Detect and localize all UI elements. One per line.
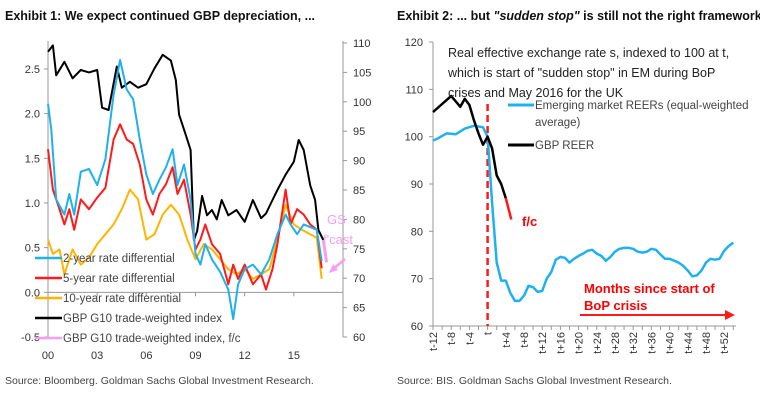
legend-label: 2-year rate differential <box>63 253 175 265</box>
left-tick-label: 0.0 <box>25 287 40 299</box>
x-tick-label: t-4 <box>464 332 476 345</box>
legend-label: GBP G10 trade-weighted index, f/c <box>63 333 241 345</box>
exhibit2-chart: 60 70 80 90 100 110 120 t-12 t-8 t-4 t t+4 t+8 t+12 t+… <box>405 37 736 354</box>
series-line-2-year-rate-differential <box>47 59 323 321</box>
x-tick-label: t+48 <box>701 332 713 354</box>
months-arrow-icon <box>580 310 735 320</box>
x-tick-label: t+32 <box>628 332 640 354</box>
right-tick-label: 95 <box>353 126 365 138</box>
left-tick-label: 1.5 <box>25 153 40 165</box>
series-line-gbp-g10-trade-weighted-index-f-c <box>321 239 329 263</box>
legend-em-line2: average) <box>535 117 581 129</box>
x-tick-label: 06 <box>140 350 152 362</box>
y-tick-label: 120 <box>405 37 423 49</box>
x-tick-label: t+4 <box>501 332 513 348</box>
x-tick-label: t+40 <box>665 332 677 354</box>
left-tick-label: -0.5 <box>21 332 40 344</box>
x-tick-label: t+8 <box>519 332 531 348</box>
exhibit1-title: Exhibit 1: We expect continued GBP depre… <box>5 9 315 23</box>
left-tick-label: 1.0 <box>25 198 40 210</box>
x-tick-label: t+28 <box>610 332 622 354</box>
exhibit2-source: Source: BIS. Goldman Sachs Global Invest… <box>397 375 672 387</box>
x-tick-label: t+36 <box>646 332 658 354</box>
gs-forecast-arrow-icon <box>329 258 346 273</box>
series-line-gbp-reer-f-c <box>504 197 513 220</box>
title-part-2: "sudden stop" <box>494 9 581 23</box>
right-tick-label: 65 <box>353 303 365 315</box>
right-tick-label: 70 <box>353 273 365 285</box>
title-part-3: is still not the right framework. <box>580 9 760 23</box>
exhibit1-chart: -0.5 0.0 0.5 1.0 1.5 2.0 2.5 60 65 70 75 80 85 90 95 10… <box>21 38 371 362</box>
legend-em-line1: Emerging market REERs (equal-weighted <box>535 100 748 112</box>
x-tick-label: 03 <box>91 350 103 362</box>
title-part-1: Exhibit 2: ... but <box>397 9 494 23</box>
fc-label: f/c <box>522 214 537 229</box>
legend-gbp-reer: GBP REER <box>535 140 594 152</box>
annotation-line-1: Real effective exchange rate s, indexed … <box>448 46 729 60</box>
annotation-line-3: crises and May 2016 for the UK <box>448 86 624 100</box>
right-tick-label: 75 <box>353 244 365 256</box>
months-label-line2: BoP crisis <box>584 298 647 313</box>
y-tick-label: 70 <box>411 274 423 286</box>
series-line-emerging-market-reers-equal-weighted-average- <box>432 124 735 303</box>
series-line-5-year-rate-differential <box>47 123 323 291</box>
right-tick-label: 100 <box>353 97 371 109</box>
x-tick-label: 09 <box>189 350 201 362</box>
left-tick-label: 0.5 <box>25 243 40 255</box>
x-tick-label: t-12 <box>428 332 440 351</box>
right-tick-label: 80 <box>353 214 365 226</box>
months-label-line1: Months since start of <box>584 281 715 296</box>
exhibit1-legend: 2-year rate differential 5-year rate diff… <box>35 253 241 345</box>
right-tick-label: 105 <box>353 67 371 79</box>
gs-forecast-label-line2: f'cast <box>323 232 353 247</box>
y-tick-label: 90 <box>411 179 423 191</box>
x-tick-label: 00 <box>42 350 54 362</box>
y-tick-label: 100 <box>405 132 423 144</box>
x-tick-label: 15 <box>288 350 300 362</box>
x-tick-label: 12 <box>239 350 251 362</box>
legend-label: 10-year rate differential <box>63 293 181 305</box>
series-line-10-year-rate-differential <box>47 188 323 280</box>
x-tick-label: t+12 <box>537 332 549 354</box>
annotation-line-2: which is start of "sudden stop" in EM du… <box>447 66 715 80</box>
exhibit1-source: Source: Bloomberg. Goldman Sachs Global … <box>5 375 314 387</box>
left-tick-label: 2.0 <box>25 109 40 121</box>
right-tick-label: 60 <box>353 332 365 344</box>
x-tick-label: t-8 <box>446 332 458 345</box>
exhibit2-title: Exhibit 2: ... but "sudden stop" is stil… <box>397 9 760 23</box>
series-line-gbp-reer <box>432 94 507 199</box>
right-tick-label: 90 <box>353 156 365 168</box>
gs-forecast-label-line1: GS <box>327 212 346 227</box>
x-tick-label: t+24 <box>592 332 604 354</box>
right-tick-label: 110 <box>353 38 371 50</box>
legend-label: GBP G10 trade-weighted index <box>63 313 222 325</box>
right-tick-label: 85 <box>353 185 365 197</box>
x-tick-label: t+44 <box>683 332 695 354</box>
x-tick-label: t <box>483 332 495 335</box>
legend-label: 5-year rate differential <box>63 273 175 285</box>
y-tick-label: 60 <box>411 321 423 333</box>
x-tick-label: t+16 <box>555 332 567 354</box>
y-tick-label: 110 <box>405 84 423 96</box>
x-tick-label: t+20 <box>574 332 586 354</box>
left-tick-label: 2.5 <box>25 64 40 76</box>
x-tick-label: t+52 <box>719 332 731 354</box>
y-tick-label: 80 <box>411 226 423 238</box>
